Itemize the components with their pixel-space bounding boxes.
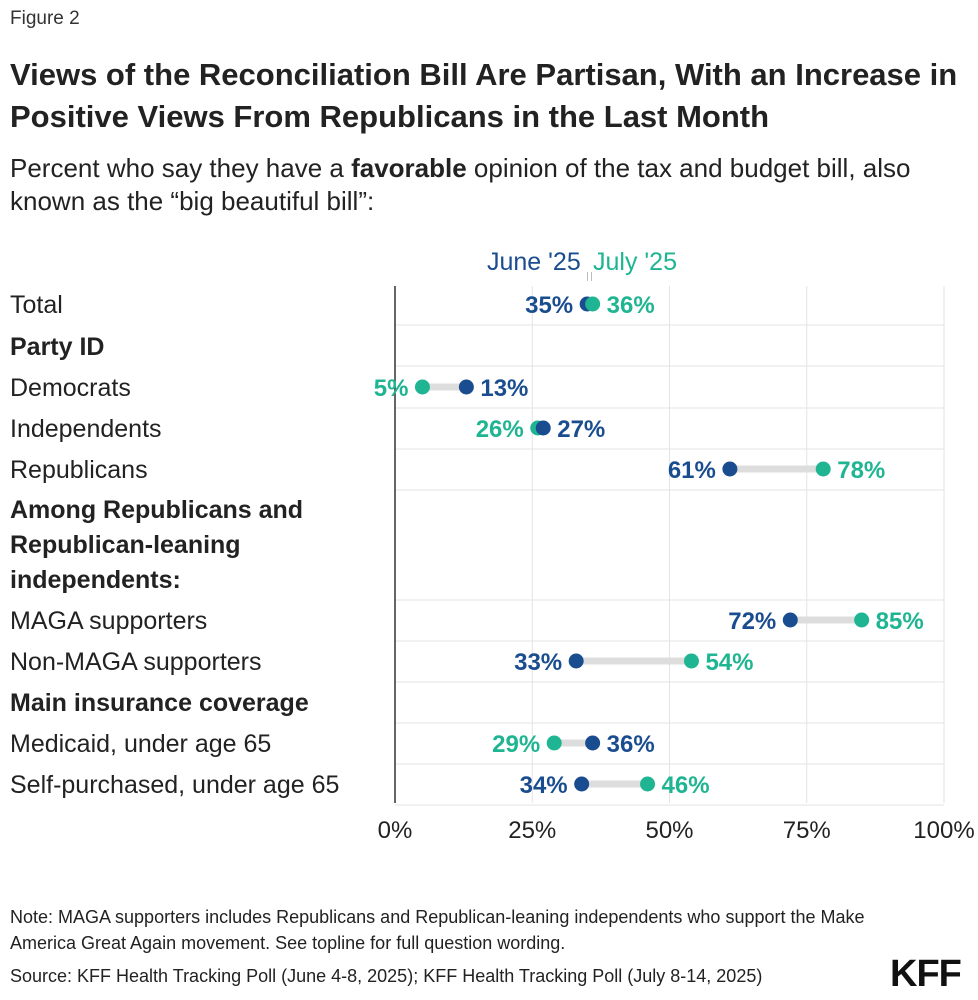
june-value-label: 34% bbox=[520, 772, 568, 799]
june-value-label: 33% bbox=[514, 649, 562, 676]
source: Source: KFF Health Tracking Poll (June 4… bbox=[10, 966, 763, 986]
june-value-label: 13% bbox=[480, 375, 528, 402]
july-dot bbox=[585, 296, 601, 312]
row-header-label: Party ID bbox=[10, 333, 104, 361]
july-dot bbox=[854, 612, 870, 628]
row-header-label: independents: bbox=[10, 566, 181, 594]
x-tick-label: 75% bbox=[783, 817, 831, 844]
x-tick-label: 100% bbox=[913, 817, 974, 844]
x-tick-label: 25% bbox=[508, 817, 556, 844]
row-label: Non-MAGA supporters bbox=[10, 648, 262, 676]
july-value-label: 54% bbox=[705, 649, 753, 676]
july-dot bbox=[546, 735, 562, 751]
june-value-label: 61% bbox=[668, 457, 716, 484]
subtitle-prefix: Percent who say they have a bbox=[10, 153, 352, 183]
row-header-label: Republican-leaning bbox=[10, 531, 241, 559]
july-value-label: 26% bbox=[476, 416, 524, 443]
legend-tick-june bbox=[587, 272, 588, 281]
july-dot bbox=[640, 776, 656, 792]
figure-label: Figure 2 bbox=[10, 8, 80, 29]
june-dot bbox=[722, 461, 738, 477]
july-value-label: 85% bbox=[876, 608, 924, 635]
june-dot bbox=[585, 735, 601, 751]
subtitle-suffix: opinion of the tax and budget bill, also… bbox=[10, 153, 911, 216]
june-value-label: 36% bbox=[607, 731, 655, 758]
chart-title: Views of the Reconciliation Bill Are Par… bbox=[10, 57, 958, 134]
note: Note: MAGA supporters includes Republica… bbox=[10, 907, 865, 953]
chart-subtitle: Percent who say they have a favorable op… bbox=[10, 152, 960, 218]
june-dot bbox=[458, 379, 474, 395]
july-value-label: 5% bbox=[374, 375, 409, 402]
june-dot bbox=[568, 653, 584, 669]
legend-tick-july bbox=[591, 272, 592, 281]
june-value-label: 35% bbox=[525, 292, 573, 319]
row-label: MAGA supporters bbox=[10, 607, 207, 635]
legend-june: June '25 bbox=[487, 248, 581, 276]
dot-chart: 0% 25% 50% 75% 100% Total 36% 35% Party ID Democr… bbox=[10, 286, 975, 844]
june-dot bbox=[535, 420, 551, 436]
legend-july: July '25 bbox=[593, 248, 677, 276]
row-label: Independents bbox=[10, 415, 162, 443]
row-label: Total bbox=[10, 291, 63, 319]
kff-logo: KFF bbox=[890, 953, 962, 995]
july-dot bbox=[414, 379, 430, 395]
july-value-label: 29% bbox=[492, 731, 540, 758]
subtitle-bold: favorable bbox=[351, 153, 467, 183]
x-tick-label: 50% bbox=[645, 817, 693, 844]
row-label: Democrats bbox=[10, 374, 131, 402]
june-dot bbox=[574, 776, 590, 792]
row-label: Medicaid, under age 65 bbox=[10, 730, 271, 758]
july-dot bbox=[683, 653, 699, 669]
july-value-label: 36% bbox=[607, 292, 655, 319]
row-label: Republicans bbox=[10, 456, 148, 484]
june-value-label: 27% bbox=[557, 416, 605, 443]
row-header-label: Among Republicans and bbox=[10, 496, 303, 524]
x-tick-label: 0% bbox=[378, 817, 413, 844]
july-value-label: 46% bbox=[662, 772, 710, 799]
june-value-label: 72% bbox=[728, 608, 776, 635]
row-header-label: Main insurance coverage bbox=[10, 689, 309, 717]
row-label: Self-purchased, under age 65 bbox=[10, 771, 339, 799]
july-value-label: 78% bbox=[837, 457, 885, 484]
june-dot bbox=[782, 612, 798, 628]
july-dot bbox=[815, 461, 831, 477]
